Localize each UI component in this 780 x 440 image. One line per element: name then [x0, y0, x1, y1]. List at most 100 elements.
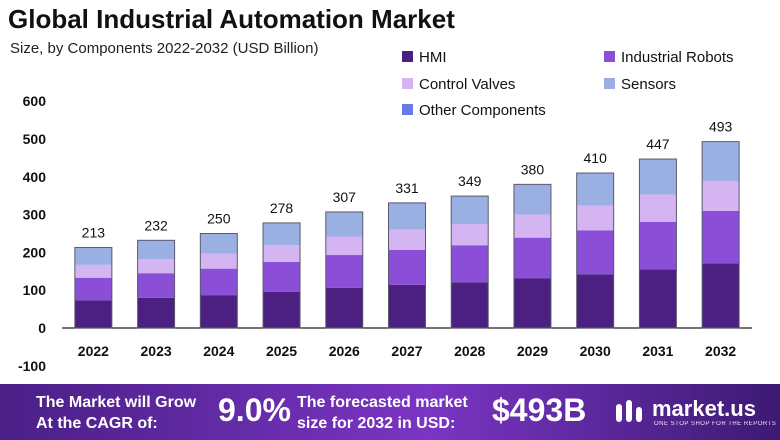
bar-outline [137, 239, 176, 329]
bar-segment-control-valves [702, 180, 740, 211]
bar-segment-hmi [451, 282, 489, 328]
legend-label: Control Valves [419, 76, 515, 93]
total-data-label: 213 [82, 224, 106, 240]
legend-swatch [402, 104, 413, 115]
chart-subtitle: Size, by Components 2022-2032 (USD Billi… [10, 40, 319, 57]
bar-segment-hmi [513, 278, 551, 328]
x-tick-label: 2032 [705, 343, 736, 359]
bar-outline [701, 141, 740, 329]
bar-segment-hmi [200, 295, 238, 328]
bar-segment-industrial-robots [263, 261, 301, 292]
bar-segment-sensors [451, 196, 489, 225]
bar-outline [199, 233, 238, 329]
bar-segment-industrial-robots [451, 245, 489, 283]
y-tick-label: 600 [23, 93, 47, 109]
bar-segment-sensors [74, 247, 112, 265]
banner-cagr-label-line2: At the CAGR of: [36, 415, 158, 432]
total-data-label: 278 [270, 200, 294, 216]
bar-segment-industrial-robots [388, 249, 426, 285]
chart-title: Global Industrial Automation Market [8, 4, 455, 34]
bar-segment-hmi [325, 287, 363, 328]
total-data-label: 331 [395, 180, 419, 196]
total-data-label: 250 [207, 211, 231, 227]
bar-segment-control-valves [263, 245, 301, 262]
total-data-label: 349 [458, 173, 482, 189]
bar-segment-sensors [702, 141, 740, 181]
y-tick-label: 200 [23, 244, 47, 260]
bar-segment-control-valves [325, 236, 363, 256]
legend-label: HMI [419, 49, 447, 66]
total-data-label: 380 [521, 161, 545, 177]
x-tick-label: 2025 [266, 343, 297, 359]
banner-forecast-label-line2: size for 2032 in USD: [297, 415, 456, 432]
total-data-label: 307 [333, 189, 357, 205]
x-tick-label: 2031 [642, 343, 673, 359]
y-tick-label: 500 [23, 131, 47, 147]
bar-outline [513, 183, 552, 329]
total-data-label: 493 [709, 119, 733, 135]
bar-segment-hmi [74, 300, 112, 328]
banner-cagr-value: 9.0% [218, 392, 291, 428]
banner-forecast-value: $493B [492, 392, 587, 428]
bar-segment-hmi [576, 274, 614, 328]
bar-segment-control-valves [137, 259, 175, 274]
banner-cagr-label-line1: The Market will Grow [36, 394, 197, 411]
bar-segment-control-valves [451, 224, 489, 246]
brand-tagline: ONE STOP SHOP FOR THE REPORTS [654, 421, 777, 427]
legend-swatch [402, 78, 413, 89]
bar-segment-control-valves [513, 214, 551, 238]
total-data-label: 447 [646, 136, 670, 152]
bar-outline [576, 172, 615, 329]
bar-segment-control-valves [576, 205, 614, 231]
stacked-bar-chart: 600 500 400 300 200 100 0 -100 213 2022 232 2023 250… [18, 49, 752, 374]
x-tick-label: 2024 [203, 343, 234, 359]
bar-segment-industrial-robots [200, 268, 238, 296]
y-tick-label: 100 [23, 282, 47, 298]
bar-segment-control-valves [200, 253, 238, 269]
x-tick-label: 2023 [141, 343, 172, 359]
bar-segment-sensors [325, 211, 363, 237]
bar-segment-sensors [388, 202, 426, 230]
market-us-logo-icon [616, 400, 642, 422]
bar-segment-industrial-robots [137, 273, 175, 298]
bar-segment-control-valves [388, 229, 426, 250]
banner-forecast-label-line1: The forecasted market [297, 394, 468, 411]
bar-segment-industrial-robots [702, 210, 740, 264]
bar-segment-hmi [137, 297, 175, 328]
bar-segment-sensors [639, 159, 677, 195]
bar-segment-sensors [263, 222, 301, 246]
bar-segment-hmi [263, 291, 301, 328]
y-tick-label: 0 [38, 320, 46, 336]
x-tick-label: 2028 [454, 343, 485, 359]
x-tick-label: 2027 [391, 343, 422, 359]
bar-segment-hmi [388, 284, 426, 328]
x-tick-label: 2022 [78, 343, 109, 359]
x-tick-label: 2029 [517, 343, 548, 359]
y-tick-label: 400 [23, 169, 47, 185]
x-tick-label: 2030 [580, 343, 611, 359]
bar-segment-industrial-robots [74, 277, 112, 301]
bar-segment-industrial-robots [325, 255, 363, 288]
bar-outline [74, 246, 113, 329]
bar-segment-sensors [200, 233, 238, 254]
bar-outline [325, 211, 364, 329]
bar-segment-industrial-robots [513, 237, 551, 279]
bar-segment-sensors [576, 173, 614, 206]
legend-label: Other Components [419, 102, 546, 119]
brand-name[interactable]: market.us [652, 396, 756, 421]
bar-segment-hmi [639, 269, 677, 328]
bar-outline [638, 158, 677, 329]
bar-outline [262, 222, 301, 329]
total-data-label: 232 [144, 217, 168, 233]
bar-segment-control-valves [74, 264, 112, 278]
summary-banner: The Market will Grow At the CAGR of: 9.0… [0, 384, 780, 440]
bar-segment-sensors [137, 240, 175, 260]
bar-segment-industrial-robots [639, 221, 677, 270]
y-tick-label: -100 [18, 358, 46, 374]
legend-swatch [402, 51, 413, 62]
total-data-label: 410 [584, 150, 608, 166]
y-tick-label: 300 [23, 207, 47, 223]
legend-label: Sensors [621, 76, 676, 93]
legend-label: Industrial Robots [621, 49, 734, 66]
bar-segment-hmi [702, 263, 740, 328]
